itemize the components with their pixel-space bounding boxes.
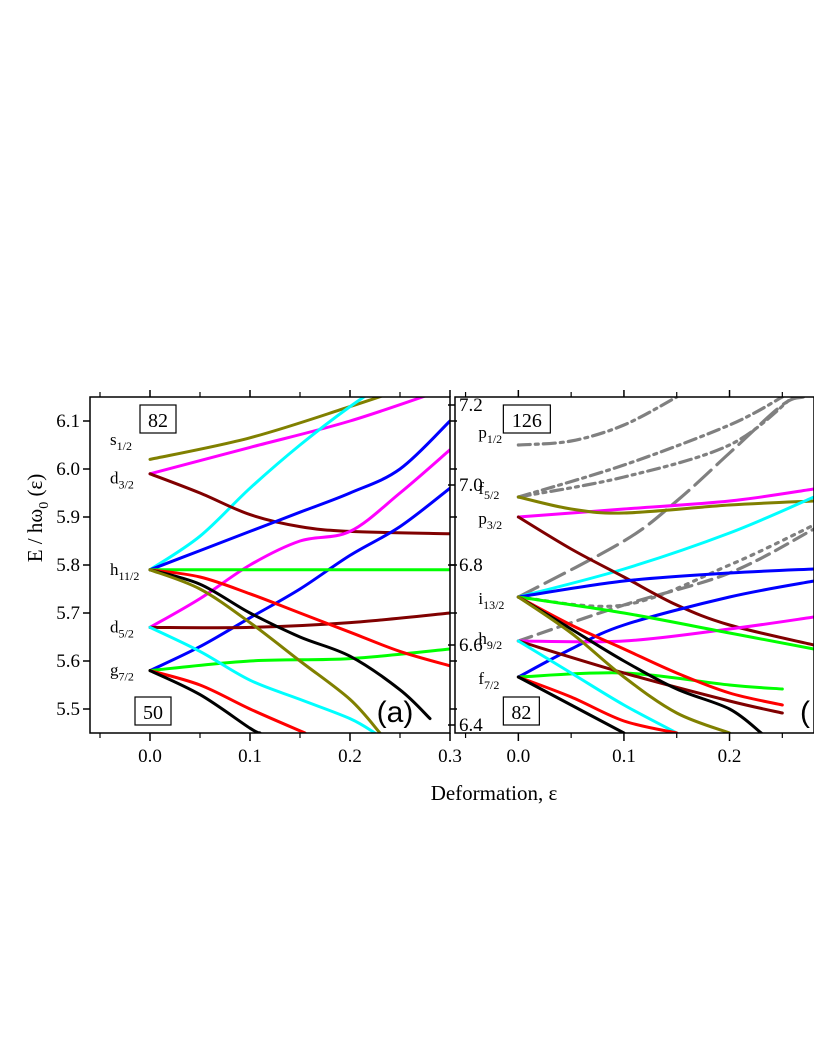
x-tick-label-a: 0.0	[138, 746, 162, 767]
series-line-a-12	[148, 568, 382, 733]
x-tick-label-a: 0.3	[438, 746, 462, 767]
y-tick-label-b: 6.4	[459, 715, 483, 736]
level-label-b: f7/2	[478, 669, 499, 692]
panel-b: 0.0 0.1 0.2 6.4 6.6 6.8 7.0 7.2 p1/2 f5/2 p3/2 i13/…	[448, 390, 814, 767]
level-label-a: s1/2	[110, 430, 132, 453]
y-axis-title-main: E / hω	[23, 509, 47, 562]
series-line-b-18	[516, 595, 732, 733]
y-tick-label-b: 7.0	[459, 475, 483, 496]
magic-number-bottom-text: 82	[511, 702, 531, 724]
y-tick-label-a: 5.9	[56, 507, 80, 528]
series-line-a-14	[148, 669, 307, 733]
series-line-b-13	[516, 595, 814, 651]
level-label-a: d3/2	[110, 469, 134, 492]
y-tick-label-a: 5.8	[56, 555, 80, 576]
series-line-a-0	[148, 397, 384, 461]
magic-number-bottom-a: 50	[134, 696, 172, 726]
y-axis-title: E / hω0 (ε)	[23, 474, 52, 563]
series-line-b-14	[516, 671, 784, 691]
panel-tag-b: (	[800, 696, 810, 729]
y-axis-title-tail: (ε)	[23, 474, 47, 502]
series-line-b-9	[516, 515, 814, 647]
x-tick-label-b: 0.2	[718, 746, 742, 767]
series-line-b-11	[516, 579, 814, 679]
svg-text:E / hω0 (ε): E / hω0 (ε)	[23, 474, 52, 563]
y-tick-label-a: 6.1	[56, 411, 80, 432]
series-line-a-1	[148, 397, 427, 476]
panel-a: 0.0 0.1 0.2 0.3 5.5 5.6 5.7 5.8 5.9 6.0 6.1 s1/2 d3/…	[56, 390, 462, 767]
series-line-b-3	[516, 397, 806, 599]
y-tick-label-a: 5.7	[56, 603, 80, 624]
level-label-a: h11/2	[110, 560, 139, 583]
x-tick-label-a: 0.1	[238, 746, 262, 767]
series-line-a-10	[148, 568, 450, 668]
series-line-b-6	[516, 487, 814, 519]
magic-number-top-a: 82	[139, 404, 177, 434]
series-line-a-2	[148, 397, 367, 572]
magic-number-top-text: 82	[148, 410, 168, 432]
plot-frame-a	[89, 396, 451, 734]
series-line-b-15	[516, 595, 784, 707]
series-line-a-3	[148, 472, 450, 536]
magic-number-bottom-b: 82	[502, 696, 540, 726]
series-line-b-21	[516, 675, 626, 733]
series-line-b-7	[516, 495, 814, 515]
magic-number-bottom-text: 50	[143, 702, 163, 724]
series-line-a-13	[148, 625, 377, 733]
series-group	[516, 397, 814, 733]
series-line-a-8	[148, 611, 450, 630]
y-tick-label-b: 6.6	[459, 635, 483, 656]
level-label-a: d5/2	[110, 617, 134, 640]
series-line-a-5	[148, 448, 450, 629]
y-tick-label-a: 6.0	[56, 459, 80, 480]
magic-number-top-text: 126	[512, 410, 542, 432]
y-axis-title-sub: 0	[37, 502, 52, 509]
series-group	[148, 397, 450, 733]
series-line-b-20	[516, 675, 679, 733]
series-line-b-19	[516, 639, 679, 733]
y-tick-label-b: 6.8	[459, 555, 483, 576]
level-label-b: f5/2	[478, 479, 499, 502]
y-tick-label-a: 5.6	[56, 651, 80, 672]
series-line-b-8	[516, 495, 814, 599]
level-label-b: i13/2	[478, 589, 504, 612]
series-line-a-6	[148, 486, 450, 673]
level-label-b: p3/2	[478, 509, 502, 532]
series-line-b-17	[516, 595, 763, 733]
series-line-b-2	[516, 397, 795, 499]
series-line-b-10	[516, 567, 814, 599]
level-label-b: p1/2	[478, 423, 502, 446]
level-label-b: h9/2	[478, 629, 502, 652]
series-line-a-4	[148, 419, 450, 572]
series-line-b-0	[516, 397, 679, 447]
series-line-a-11	[148, 568, 432, 721]
panel-tag-a: (a)	[377, 696, 414, 729]
series-line-b-1	[516, 397, 784, 499]
x-tick-label-a: 0.2	[338, 746, 362, 767]
level-label-a: g7/2	[110, 661, 134, 684]
series-line-b-12	[516, 615, 814, 644]
y-tick-label-b: 7.2	[459, 395, 483, 416]
x-tick-label-b: 0.1	[612, 746, 636, 767]
magic-number-top-b: 126	[502, 404, 551, 434]
x-axis-title: Deformation, ε	[431, 781, 558, 805]
y-tick-label-a: 5.5	[56, 699, 80, 720]
x-tick-label-b: 0.0	[506, 746, 530, 767]
